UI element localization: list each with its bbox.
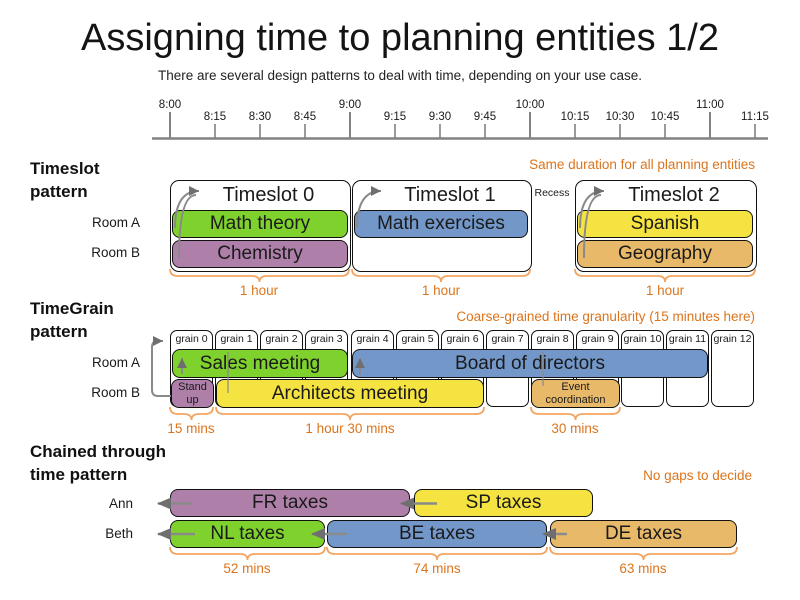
timeline-tick-label: 11:15 [741,111,769,123]
grain-label: grain 9 [581,333,614,345]
timeslot-label-2: Timeslot 2 [628,184,720,206]
event-de-taxes: DE taxes [550,520,737,548]
timeline-tick-label: 10:45 [650,111,680,123]
event-be-taxes: BE taxes [327,520,547,548]
event-math-theory: Math theory [172,210,348,238]
recess-label: Recess [534,187,570,199]
section-heading-timeslot: Timeslot pattern [30,159,100,201]
room-label-b: Room B [91,245,140,260]
event-event-coordination: Event coordination [531,379,620,408]
grain-label: grain 12 [713,333,752,345]
event-sp-taxes: SP taxes [414,489,593,517]
person-label-beth: Beth [105,526,133,541]
grain-label: grain 5 [401,333,434,345]
timeline-tick-label: 9:00 [338,99,362,111]
timeline-tick-label: 10:00 [515,99,545,111]
event-chemistry: Chemistry [172,240,348,268]
timeslot-label-1: Timeslot 1 [404,184,496,206]
grain-label: grain 10 [623,333,662,345]
grain-label: grain 0 [175,333,208,345]
event-geography: Geography [577,240,753,268]
person-label-ann: Ann [108,496,133,511]
grain-label: grain 11 [668,333,707,345]
event-fr-taxes: FR taxes [170,489,410,517]
timeslot-label-0: Timeslot 0 [222,184,315,206]
timeline-tick-label: 8:45 [293,111,317,123]
timeline-tick-label: 10:15 [560,111,590,123]
grain-label: grain 4 [356,333,389,345]
duration-label: 63 mins [619,561,667,576]
duration-label: 1 hour [645,283,685,298]
grain-column-12: grain 12 [711,330,754,407]
event-architects-meeting: Architects meeting [216,379,484,408]
duration-label: 1 hour [421,283,461,298]
event-nl-taxes: NL taxes [170,520,325,548]
section-heading-chained: Chained through time pattern [30,442,166,484]
timeline-tick-label: 10:30 [605,111,635,123]
grain-label: grain 6 [446,333,479,345]
duration-label: 1 hour 30 mins [305,421,395,436]
page-title: Assigning time to planning entities 1/2 [81,17,719,59]
duration-label: 15 mins [167,421,215,436]
duration-label: 30 mins [551,421,599,436]
timeline-tick-label: 8:15 [203,111,227,123]
grain-label: grain 3 [310,333,343,345]
annotation-chained: No gaps to decide [643,468,752,483]
page-subtitle: There are several design patterns to dea… [157,68,643,83]
grain-label: grain 1 [220,333,253,345]
grain-label: grain 7 [491,333,524,345]
grain-label: grain 8 [536,333,569,345]
event-spanish: Spanish [577,210,753,238]
event-math-exercises: Math exercises [354,210,528,238]
event-board-of-directors: Board of directors [352,349,708,378]
event-stand-up: Stand up [171,379,214,408]
grain-label: grain 2 [265,333,298,345]
room-label-b: Room B [91,385,140,400]
annotation-timegrain: Coarse-grained time granularity (15 minu… [456,309,755,324]
duration-label: 74 mins [413,561,461,576]
room-label-a: Room A [91,215,140,230]
event-sales-meeting: Sales meeting [172,349,348,378]
timeline-tick-label: 8:00 [158,99,182,111]
timeline-tick-label: 8:30 [248,111,272,123]
timeline-tick-label: 11:00 [696,99,724,111]
annotation-timeslot: Same duration for all planning entities [529,157,755,172]
room-label-a: Room A [91,355,140,370]
timeline-tick-label: 9:15 [383,111,407,123]
duration-label: 1 hour [239,283,279,298]
duration-label: 52 mins [223,561,271,576]
section-heading-timegrain: TimeGrain pattern [30,299,114,341]
timeline-tick-label: 9:45 [473,111,497,123]
timeline-tick-label: 9:30 [428,111,452,123]
